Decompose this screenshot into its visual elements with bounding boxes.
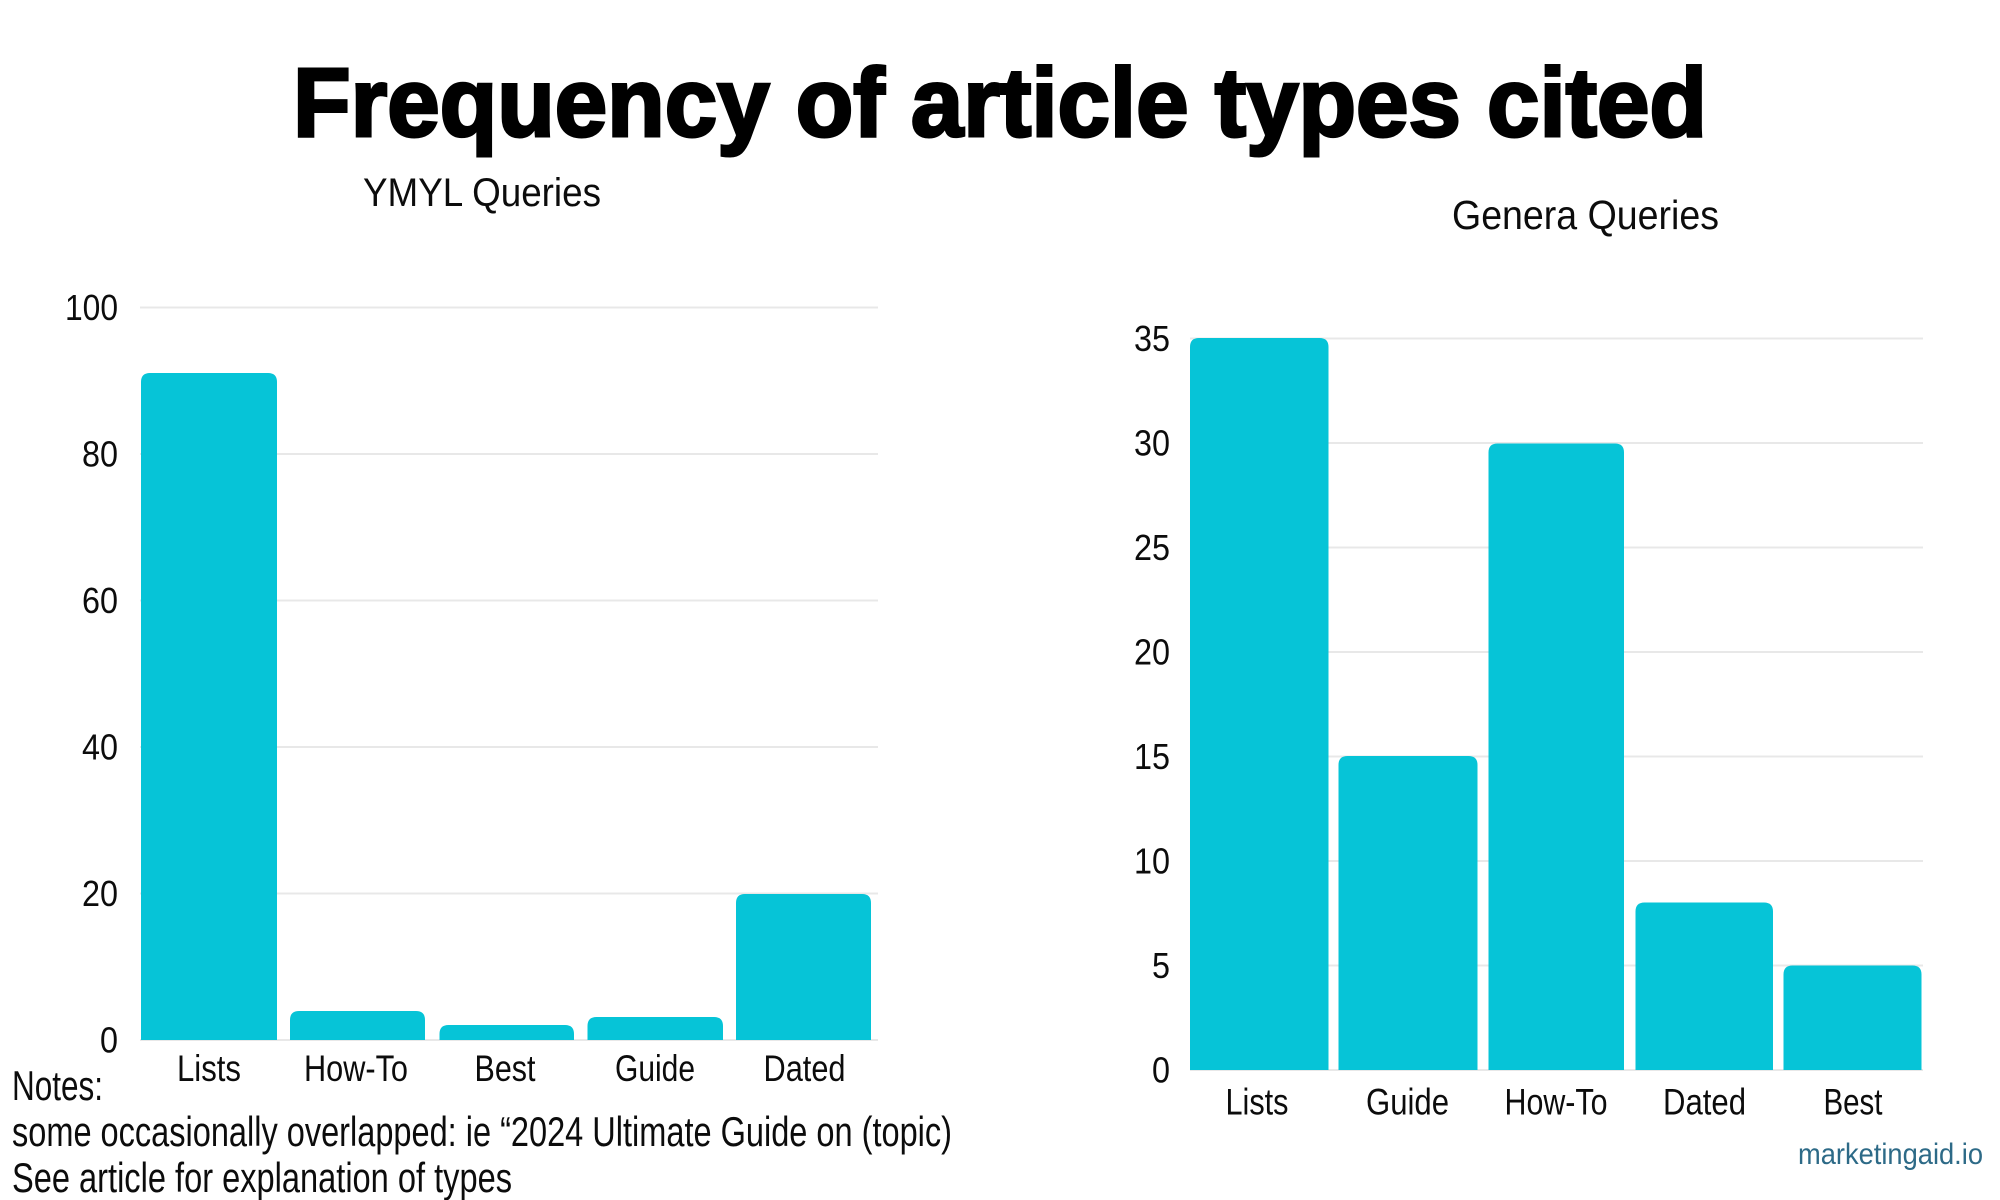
svg-text:Genera Queries: Genera Queries xyxy=(1452,192,1719,238)
svg-text:Guide: Guide xyxy=(615,1048,695,1089)
svg-text:0: 0 xyxy=(1152,1050,1170,1091)
svg-text:Dated: Dated xyxy=(764,1048,846,1089)
svg-text:How-To: How-To xyxy=(1505,1082,1608,1123)
svg-text:25: 25 xyxy=(1134,527,1170,568)
svg-text:60: 60 xyxy=(82,580,118,621)
svg-text:some occasionally overlapped:: some occasionally overlapped: ie “2024 U… xyxy=(12,1108,952,1155)
svg-text:Best: Best xyxy=(475,1048,537,1089)
svg-text:marketingaid.io: marketingaid.io xyxy=(1798,1138,1983,1171)
svg-text:Notes:: Notes: xyxy=(12,1062,103,1109)
svg-text:How-To: How-To xyxy=(304,1048,408,1089)
svg-text:100: 100 xyxy=(65,287,118,328)
svg-text:Best: Best xyxy=(1824,1082,1884,1123)
svg-text:20: 20 xyxy=(82,873,118,914)
svg-text:5: 5 xyxy=(1152,945,1170,986)
svg-text:35: 35 xyxy=(1134,318,1170,359)
svg-text:80: 80 xyxy=(82,434,118,475)
svg-text:30: 30 xyxy=(1134,423,1170,464)
svg-text:10: 10 xyxy=(1134,841,1170,882)
svg-text:Lists: Lists xyxy=(177,1048,241,1089)
svg-text:Guide: Guide xyxy=(1366,1082,1449,1123)
svg-text:Frequency of article types cit: Frequency of article types cited xyxy=(293,48,1707,157)
svg-text:YMYL Queries: YMYL Queries xyxy=(363,171,601,215)
svg-text:Lists: Lists xyxy=(1226,1082,1289,1123)
svg-text:40: 40 xyxy=(82,727,118,768)
svg-text:0: 0 xyxy=(100,1020,118,1061)
svg-text:20: 20 xyxy=(1134,632,1170,673)
svg-text:Dated: Dated xyxy=(1663,1082,1746,1123)
svg-text:See article for explanation of: See article for explanation of types xyxy=(12,1154,512,1200)
svg-text:15: 15 xyxy=(1134,736,1170,777)
